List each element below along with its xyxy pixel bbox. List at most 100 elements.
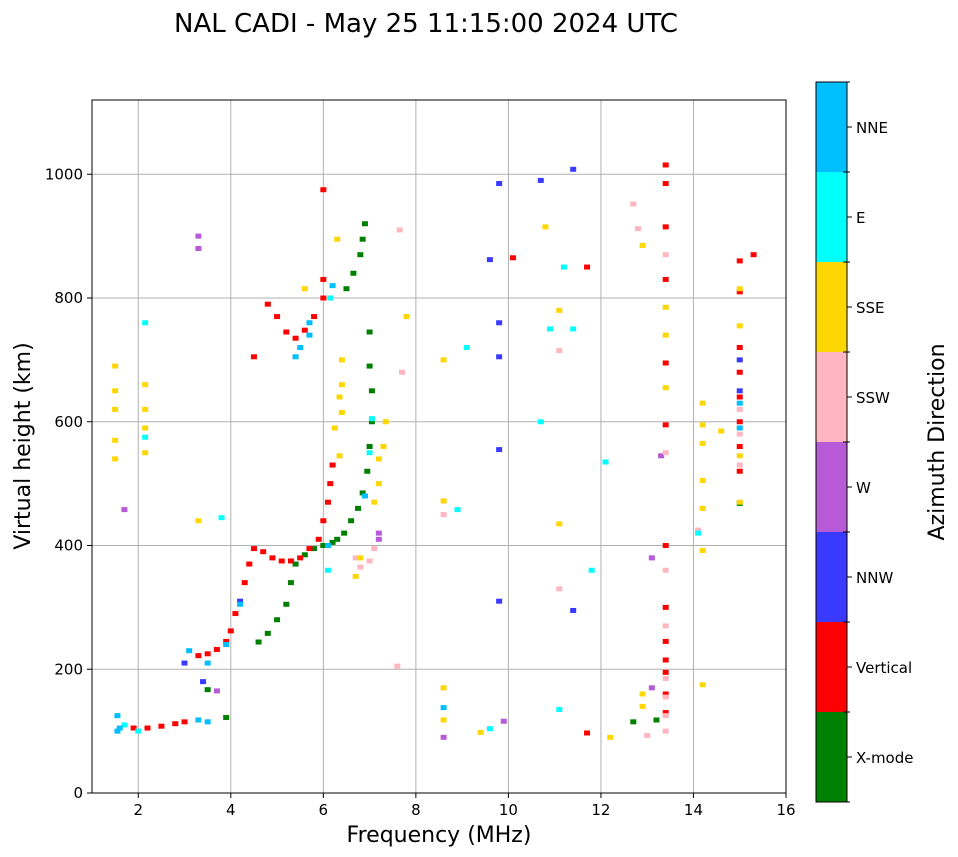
grid-lines — [92, 100, 787, 794]
y-tick-label: 800 — [54, 289, 83, 307]
data-point — [463, 345, 470, 350]
x-axis-ticks: 2 4 6 8 10 12 14 16 — [133, 793, 796, 819]
data-point — [195, 518, 202, 524]
data-point — [250, 354, 257, 360]
data-point — [699, 400, 706, 406]
colorbar-label: X-mode — [856, 749, 913, 767]
data-point — [297, 345, 304, 350]
data-point — [736, 323, 743, 329]
data-point — [662, 450, 669, 456]
data-point — [327, 295, 334, 301]
data-point — [181, 660, 188, 666]
data-point — [440, 512, 447, 518]
data-point — [338, 382, 345, 388]
data-point — [542, 224, 549, 230]
data-point — [662, 332, 669, 338]
data-point — [496, 181, 503, 187]
data-point — [359, 490, 366, 496]
data-point — [556, 307, 563, 313]
data-point — [355, 505, 362, 511]
data-point — [699, 547, 706, 553]
data-point — [736, 499, 743, 505]
data-point — [560, 264, 567, 270]
data-point — [341, 530, 348, 536]
series-nne — [114, 283, 743, 734]
data-point — [320, 187, 327, 193]
data-point — [232, 611, 239, 617]
data-point — [306, 332, 313, 338]
data-point — [237, 601, 244, 607]
data-point — [662, 360, 669, 366]
data-point — [662, 604, 669, 610]
data-point — [223, 642, 230, 647]
data-point — [570, 326, 577, 332]
data-point — [112, 406, 119, 412]
data-point — [556, 521, 563, 527]
data-point — [736, 345, 743, 350]
x-axis-label: Frequency (MHz) — [347, 823, 532, 848]
x-tick-label: 10 — [499, 801, 518, 819]
x-tick-label: 8 — [411, 801, 421, 819]
data-point — [327, 481, 334, 487]
data-point — [662, 710, 669, 716]
data-point — [639, 703, 646, 709]
data-point — [440, 498, 447, 504]
x-tick-label: 12 — [591, 801, 610, 819]
data-point — [364, 468, 371, 474]
data-point — [584, 730, 591, 736]
data-point — [440, 705, 447, 711]
colorbar: X-mode Vertical NNW W SSW SSE E NNE — [815, 81, 913, 803]
y-tick-label: 1000 — [45, 165, 83, 183]
data-point — [336, 394, 343, 400]
data-point — [371, 499, 378, 505]
data-point — [662, 691, 669, 697]
data-point — [368, 419, 375, 425]
data-point — [195, 717, 202, 723]
data-point — [570, 166, 577, 172]
data-point — [338, 409, 345, 415]
colorbar-label: Vertical — [856, 659, 912, 677]
data-point — [158, 723, 165, 729]
data-point — [204, 719, 211, 725]
data-point — [195, 653, 202, 659]
data-point — [227, 628, 234, 634]
data-point — [375, 530, 382, 536]
data-point — [699, 682, 706, 688]
data-point — [375, 536, 382, 542]
data-point — [331, 425, 338, 431]
chart-title: NAL CADI - May 25 11:15:00 2024 UTC — [174, 9, 678, 39]
data-point — [736, 357, 743, 363]
data-point — [320, 295, 327, 301]
data-point — [699, 422, 706, 428]
data-point — [237, 598, 244, 604]
data-point — [662, 276, 669, 282]
data-point — [301, 552, 308, 558]
data-point — [142, 434, 149, 440]
data-point — [699, 505, 706, 511]
data-point — [662, 543, 669, 548]
data-point — [510, 255, 517, 261]
data-point — [695, 530, 702, 536]
x-tick-label: 14 — [684, 801, 703, 819]
data-point — [403, 314, 410, 320]
data-point — [736, 258, 743, 264]
y-tick-label: 0 — [73, 784, 83, 802]
data-point — [736, 444, 743, 449]
data-point — [440, 357, 447, 363]
data-point — [274, 617, 281, 623]
data-point — [699, 478, 706, 484]
data-point — [361, 221, 368, 227]
data-point — [584, 264, 591, 270]
data-point — [375, 456, 382, 462]
data-point — [486, 726, 493, 732]
data-point — [144, 725, 151, 731]
series-w — [121, 233, 665, 740]
data-point — [639, 242, 646, 248]
data-point — [311, 314, 318, 320]
data-point — [496, 598, 503, 604]
data-point — [662, 694, 669, 700]
colorbar-label: NNW — [856, 569, 893, 587]
data-point — [283, 329, 290, 335]
data-point — [292, 561, 299, 567]
data-point — [292, 354, 299, 360]
